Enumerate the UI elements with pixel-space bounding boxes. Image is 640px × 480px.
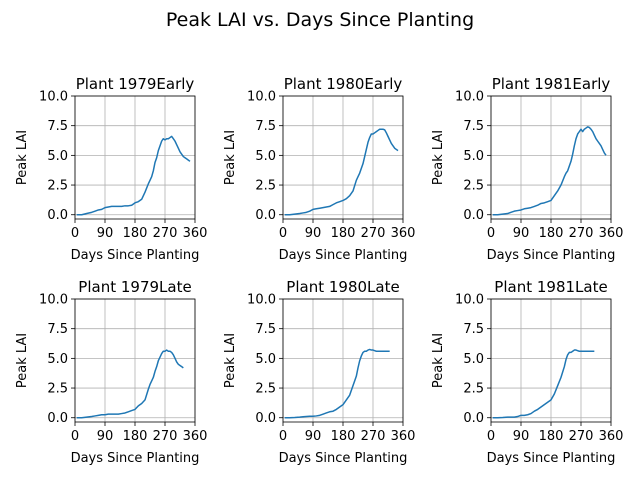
- x-tick-label: 270: [361, 429, 386, 444]
- x-tick-label: 270: [569, 226, 594, 241]
- x-tick-label: 180: [123, 226, 148, 241]
- subplot-title: Plant 1979Late: [78, 278, 191, 296]
- x-tick-label: 90: [97, 429, 114, 444]
- x-tick-label: 180: [539, 429, 564, 444]
- x-tick-label: 0: [487, 429, 495, 444]
- x-tick-label: 360: [183, 429, 208, 444]
- x-tick-label: 270: [153, 429, 178, 444]
- x-axis-label: Days Since Planting: [71, 451, 200, 466]
- y-tick-label: 10.0: [247, 293, 276, 308]
- y-axis-label: Peak LAI: [15, 130, 30, 185]
- y-tick-label: 5.0: [255, 352, 276, 367]
- x-axis-label: Days Since Planting: [487, 451, 616, 466]
- x-tick-label: 90: [305, 226, 322, 241]
- y-tick-label: 5.0: [463, 352, 484, 367]
- y-tick-label: 0.0: [463, 411, 484, 426]
- y-tick-label: 10.0: [39, 90, 68, 105]
- subplot: 0 90 180 270 360 0.0 2.5 5.0 7.5 10.0 Plant 1981Ea…: [431, 75, 623, 263]
- x-tick-label: 0: [71, 226, 79, 241]
- y-tick-label: 0.0: [255, 208, 276, 223]
- x-tick-label: 360: [391, 226, 416, 241]
- subplot-title: Plant 1980Early: [284, 75, 403, 93]
- x-tick-label: 0: [487, 226, 495, 241]
- y-tick-label: 2.5: [463, 179, 484, 194]
- y-tick-label: 0.0: [47, 411, 68, 426]
- subplot: 0 90 180 270 360 0.0 2.5 5.0 7.5 10.0 Plant 1980La…: [223, 278, 415, 466]
- y-tick-label: 10.0: [39, 293, 68, 308]
- series-line: [492, 126, 607, 216]
- subplot-title: Plant 1980Late: [286, 278, 399, 296]
- subplot: 0 90 180 270 360 0.0 2.5 5.0 7.5 10.0 Plant 1981La…: [431, 278, 623, 466]
- y-tick-label: 7.5: [463, 119, 484, 134]
- subplot: 0 90 180 270 360 0.0 2.5 5.0 7.5 10.0 Plant 1980Ea…: [223, 75, 415, 263]
- x-tick-label: 180: [331, 429, 356, 444]
- series-line: [492, 349, 595, 419]
- y-axis-label: Peak LAI: [223, 333, 238, 388]
- x-tick-label: 360: [599, 226, 624, 241]
- y-tick-label: 0.0: [255, 411, 276, 426]
- x-tick-label: 360: [183, 226, 208, 241]
- y-tick-label: 7.5: [255, 322, 276, 337]
- y-tick-label: 10.0: [247, 90, 276, 105]
- x-tick-label: 90: [513, 429, 530, 444]
- x-tick-label: 270: [361, 226, 386, 241]
- x-tick-label: 0: [279, 429, 287, 444]
- series-line: [284, 128, 399, 216]
- y-tick-label: 0.0: [47, 208, 68, 223]
- y-tick-label: 7.5: [255, 119, 276, 134]
- series-line: [76, 349, 184, 419]
- y-tick-label: 2.5: [463, 382, 484, 397]
- y-tick-label: 5.0: [463, 149, 484, 164]
- x-tick-label: 270: [569, 429, 594, 444]
- series-line: [284, 348, 390, 419]
- y-axis-label: Peak LAI: [431, 130, 446, 185]
- y-tick-label: 5.0: [47, 149, 68, 164]
- x-tick-label: 360: [599, 429, 624, 444]
- y-axis-label: Peak LAI: [431, 333, 446, 388]
- x-axis-label: Days Since Planting: [487, 248, 616, 263]
- x-axis-label: Days Since Planting: [71, 248, 200, 263]
- subplot: 0 90 180 270 360 0.0 2.5 5.0 7.5 10.0 Plant 1979Ea…: [15, 75, 207, 263]
- y-tick-label: 0.0: [463, 208, 484, 223]
- subplot: 0 90 180 270 360 0.0 2.5 5.0 7.5 10.0 Plant 1979La…: [15, 278, 207, 466]
- y-tick-label: 10.0: [455, 90, 484, 105]
- x-tick-label: 180: [539, 226, 564, 241]
- y-tick-label: 5.0: [255, 149, 276, 164]
- x-tick-label: 90: [305, 429, 322, 444]
- subplot-grid: 0 90 180 270 360 0.0 2.5 5.0 7.5 10.0 Plant 1979Ea…: [15, 75, 623, 466]
- y-tick-label: 10.0: [455, 293, 484, 308]
- subplot-title: Plant 1981Early: [492, 75, 611, 93]
- x-axis-label: Days Since Planting: [279, 451, 408, 466]
- x-axis-label: Days Since Planting: [279, 248, 408, 263]
- x-tick-label: 180: [123, 429, 148, 444]
- y-axis-label: Peak LAI: [15, 333, 30, 388]
- x-tick-label: 360: [391, 429, 416, 444]
- y-tick-label: 2.5: [255, 382, 276, 397]
- x-tick-label: 0: [71, 429, 79, 444]
- y-tick-label: 7.5: [47, 322, 68, 337]
- x-tick-label: 0: [279, 226, 287, 241]
- y-tick-label: 2.5: [47, 382, 68, 397]
- y-axis-label: Peak LAI: [223, 130, 238, 185]
- y-tick-label: 5.0: [47, 352, 68, 367]
- x-tick-label: 90: [513, 226, 530, 241]
- subplot-title: Plant 1981Late: [494, 278, 607, 296]
- y-tick-label: 7.5: [463, 322, 484, 337]
- y-tick-label: 7.5: [47, 119, 68, 134]
- y-tick-label: 2.5: [255, 179, 276, 194]
- y-tick-label: 2.5: [47, 179, 68, 194]
- figure-title: Peak LAI vs. Days Since Planting: [166, 9, 474, 31]
- x-tick-label: 180: [331, 226, 356, 241]
- x-tick-label: 270: [153, 226, 178, 241]
- series-line: [76, 135, 191, 216]
- x-tick-label: 90: [97, 226, 114, 241]
- subplot-title: Plant 1979Early: [76, 75, 195, 93]
